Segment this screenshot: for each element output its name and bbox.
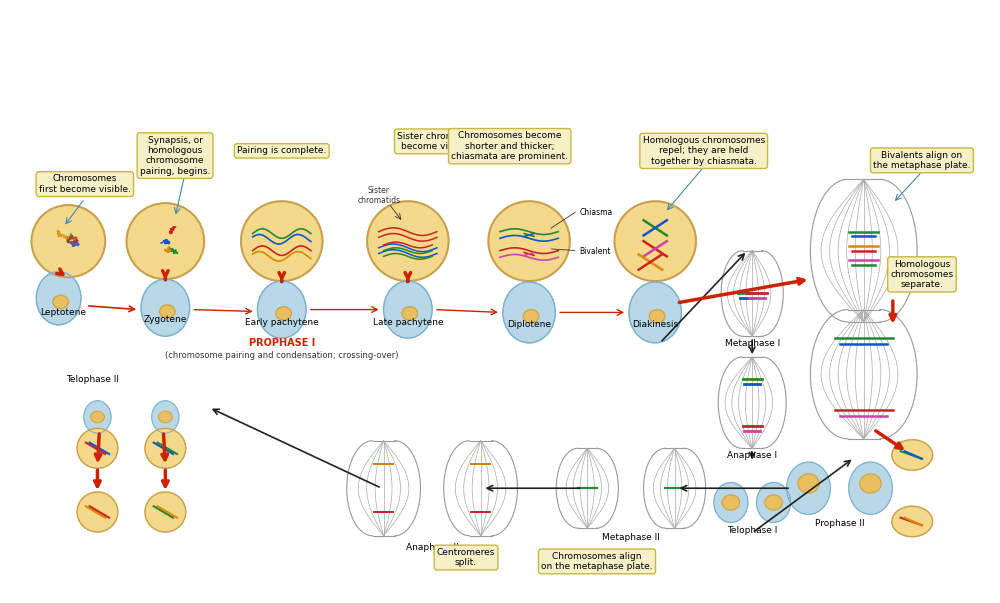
Ellipse shape xyxy=(722,495,740,510)
Ellipse shape xyxy=(765,495,782,510)
Ellipse shape xyxy=(849,462,892,514)
Ellipse shape xyxy=(402,307,418,320)
Text: Diakinesis: Diakinesis xyxy=(632,320,678,329)
Text: Leptotene: Leptotene xyxy=(40,308,87,317)
Text: Late pachytene: Late pachytene xyxy=(373,318,443,327)
Ellipse shape xyxy=(649,309,665,323)
Ellipse shape xyxy=(84,401,111,433)
Text: Metaphase I: Metaphase I xyxy=(725,339,780,348)
Text: Zygotene: Zygotene xyxy=(144,315,187,324)
Ellipse shape xyxy=(145,428,186,469)
Text: Anaphase II: Anaphase II xyxy=(406,543,458,552)
Text: Chromosomes become
shorter and thicker;
chiasmata are prominent.: Chromosomes become shorter and thicker; … xyxy=(451,131,568,161)
Ellipse shape xyxy=(714,482,748,522)
Ellipse shape xyxy=(384,281,432,338)
Text: (chromosome pairing and condensation; crossing-over): (chromosome pairing and condensation; cr… xyxy=(165,351,398,360)
Ellipse shape xyxy=(787,462,830,514)
Ellipse shape xyxy=(798,474,819,493)
Ellipse shape xyxy=(488,201,570,281)
Text: Telophase I: Telophase I xyxy=(727,526,777,535)
Ellipse shape xyxy=(36,271,81,325)
Text: Bivalent: Bivalent xyxy=(580,247,611,256)
Text: Diplotene: Diplotene xyxy=(507,320,551,329)
Text: Anaphase I: Anaphase I xyxy=(727,451,777,460)
Text: Bivalents align on
the metaphase plate.: Bivalents align on the metaphase plate. xyxy=(873,151,971,170)
Text: Synapsis, or
homologous
chromosome
pairing, begins.: Synapsis, or homologous chromosome pairi… xyxy=(140,136,210,175)
Ellipse shape xyxy=(523,309,539,323)
Ellipse shape xyxy=(258,281,306,338)
Ellipse shape xyxy=(614,201,696,281)
Ellipse shape xyxy=(152,401,179,433)
Text: Chiasma: Chiasma xyxy=(580,207,613,216)
Text: PROPHASE I: PROPHASE I xyxy=(249,338,315,348)
Ellipse shape xyxy=(31,205,105,277)
Ellipse shape xyxy=(160,305,175,318)
Ellipse shape xyxy=(77,428,118,469)
Text: Metaphase II: Metaphase II xyxy=(602,534,660,543)
Ellipse shape xyxy=(276,307,291,320)
Ellipse shape xyxy=(77,492,118,532)
Ellipse shape xyxy=(141,279,190,336)
Text: Centromeres
split.: Centromeres split. xyxy=(437,548,495,567)
Text: Pairing is complete.: Pairing is complete. xyxy=(237,147,326,156)
Ellipse shape xyxy=(757,482,791,522)
Ellipse shape xyxy=(629,282,681,343)
Ellipse shape xyxy=(145,492,186,532)
Ellipse shape xyxy=(53,295,68,309)
Text: Chromosomes
first become visible.: Chromosomes first become visible. xyxy=(39,174,131,194)
Text: Homologous chromosomes
repel; they are held
together by chiasmata.: Homologous chromosomes repel; they are h… xyxy=(643,136,765,166)
Ellipse shape xyxy=(159,411,172,423)
Text: Early pachytene: Early pachytene xyxy=(245,318,319,327)
Text: Sister
chromatids: Sister chromatids xyxy=(357,186,400,205)
Ellipse shape xyxy=(503,282,555,343)
Ellipse shape xyxy=(860,474,881,493)
Ellipse shape xyxy=(892,507,933,537)
Text: Sister chromatids
become visible.: Sister chromatids become visible. xyxy=(397,131,477,151)
Ellipse shape xyxy=(241,201,322,281)
Ellipse shape xyxy=(91,411,104,423)
Text: Homologous
chromosomes
separate.: Homologous chromosomes separate. xyxy=(890,259,954,289)
Text: Prophase II: Prophase II xyxy=(815,519,864,528)
Text: Chromosomes align
on the metaphase plate.: Chromosomes align on the metaphase plate… xyxy=(541,552,653,571)
Ellipse shape xyxy=(367,201,449,281)
Ellipse shape xyxy=(127,203,204,279)
Ellipse shape xyxy=(892,440,933,470)
Text: Telophase II: Telophase II xyxy=(66,375,119,384)
